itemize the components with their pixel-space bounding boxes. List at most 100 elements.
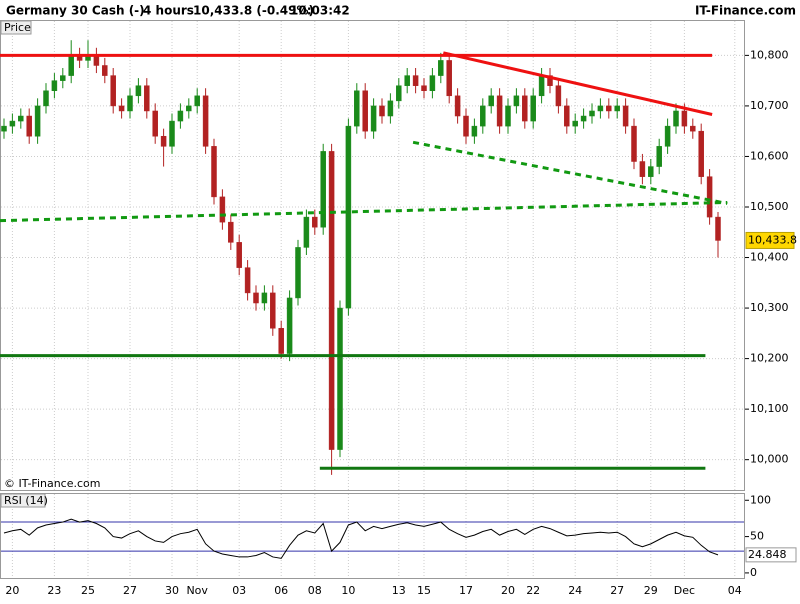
candle-body bbox=[421, 85, 427, 92]
interval: 4 hours bbox=[143, 4, 194, 18]
candle-body bbox=[606, 105, 612, 112]
candle-body bbox=[337, 307, 343, 450]
candle-body bbox=[34, 105, 41, 137]
candle-body bbox=[211, 146, 217, 198]
price-label: Price bbox=[4, 21, 31, 34]
candle-body bbox=[244, 267, 251, 294]
rsi-title: RSI (14) bbox=[4, 494, 48, 507]
candle-body bbox=[261, 292, 268, 304]
candle-body bbox=[496, 95, 503, 127]
rsi-tick-label: 50 bbox=[750, 530, 764, 543]
candle-body bbox=[429, 75, 436, 92]
y-tick-label: 10,000 bbox=[750, 453, 789, 466]
trend-line bbox=[412, 140, 728, 205]
x-tick-label: 20 bbox=[5, 584, 19, 597]
candle-body bbox=[118, 105, 125, 112]
rsi-tick-label: 100 bbox=[750, 493, 771, 506]
candle-body bbox=[673, 110, 679, 127]
candle-body bbox=[564, 105, 570, 127]
candle-body bbox=[18, 115, 24, 122]
y-tick-label: 10,500 bbox=[750, 200, 789, 213]
last-price-tag bbox=[745, 231, 795, 249]
candle-body bbox=[186, 105, 192, 112]
x-tick-label: 24 bbox=[568, 584, 582, 597]
candle-body bbox=[681, 110, 688, 127]
y-tick-label: 10,600 bbox=[750, 149, 789, 162]
x-tick-label: 25 bbox=[81, 584, 95, 597]
rsi-last-tag bbox=[745, 547, 797, 563]
candle-body bbox=[664, 125, 671, 147]
candle-body bbox=[362, 90, 368, 132]
candle-body bbox=[513, 95, 520, 107]
copyright: © IT-Finance.com bbox=[4, 477, 101, 490]
x-tick-label: 15 bbox=[417, 584, 431, 597]
x-tick-label: Dec bbox=[674, 584, 695, 597]
candle-body bbox=[446, 60, 452, 97]
candle-body bbox=[597, 105, 604, 112]
x-tick-label: 10 bbox=[341, 584, 355, 597]
x-tick-label: 29 bbox=[644, 584, 658, 597]
price-panel bbox=[0, 20, 745, 491]
candle-body bbox=[480, 105, 486, 127]
x-tick-label: 20 bbox=[501, 584, 515, 597]
candle-body bbox=[43, 90, 49, 107]
candle-body bbox=[194, 95, 200, 107]
candle-body bbox=[135, 85, 142, 97]
x-tick-label: 08 bbox=[308, 584, 322, 597]
candle-body bbox=[312, 216, 318, 228]
rsi-line bbox=[3, 518, 719, 559]
candle-body bbox=[345, 125, 352, 309]
candle-body bbox=[127, 95, 133, 112]
candle-body bbox=[370, 105, 377, 132]
candle-body bbox=[656, 146, 662, 167]
candle-body bbox=[530, 95, 536, 122]
candle-body bbox=[572, 120, 578, 127]
header-bar bbox=[0, 0, 800, 20]
candle-body bbox=[387, 100, 394, 117]
candle-body bbox=[160, 135, 167, 147]
candle-body bbox=[471, 125, 478, 137]
candle-body bbox=[110, 75, 116, 107]
candle-body bbox=[454, 95, 461, 117]
candle-body bbox=[303, 216, 310, 248]
candle-body bbox=[219, 196, 226, 223]
candle-body bbox=[236, 242, 242, 268]
candle-body bbox=[648, 166, 654, 177]
instrument: Germany 30 Cash (-) bbox=[6, 4, 145, 18]
candle-body bbox=[278, 328, 284, 354]
candle-body bbox=[631, 125, 637, 162]
y-tick-label: 10,700 bbox=[750, 99, 789, 112]
rsi-tick-label: 0 bbox=[750, 566, 757, 579]
candle-body bbox=[253, 292, 259, 304]
candle-body bbox=[144, 85, 150, 112]
y-tick-label: 10,100 bbox=[750, 402, 789, 415]
candle-body bbox=[706, 176, 713, 218]
x-tick-label: 06 bbox=[274, 584, 288, 597]
candle-body bbox=[102, 65, 108, 76]
x-tick-label: 17 bbox=[459, 584, 473, 597]
x-tick-label: 04 bbox=[728, 584, 742, 597]
trend-line bbox=[442, 51, 713, 116]
candle-body bbox=[463, 115, 469, 137]
y-tick-label: 10,300 bbox=[750, 301, 789, 314]
candle-body bbox=[404, 75, 410, 86]
rsi-panel bbox=[0, 493, 745, 579]
last-price-label: 10,433.8 bbox=[748, 233, 797, 246]
candle-body bbox=[690, 125, 696, 132]
candle-body bbox=[68, 55, 74, 76]
candle-body bbox=[60, 75, 66, 81]
candle-body bbox=[354, 90, 360, 127]
candle-body bbox=[9, 120, 16, 127]
x-tick-label: 23 bbox=[47, 584, 61, 597]
x-tick-label: 22 bbox=[526, 584, 540, 597]
candle-body bbox=[286, 297, 293, 354]
candle-body bbox=[438, 60, 444, 76]
candle-body bbox=[26, 115, 32, 137]
quote: 10,433.8 (-0.49%) bbox=[193, 4, 314, 18]
candle-body bbox=[320, 151, 326, 228]
candle-body bbox=[396, 85, 402, 102]
candle-body bbox=[589, 110, 595, 117]
x-tick-label: 13 bbox=[392, 584, 406, 597]
price-label-box bbox=[0, 20, 32, 35]
